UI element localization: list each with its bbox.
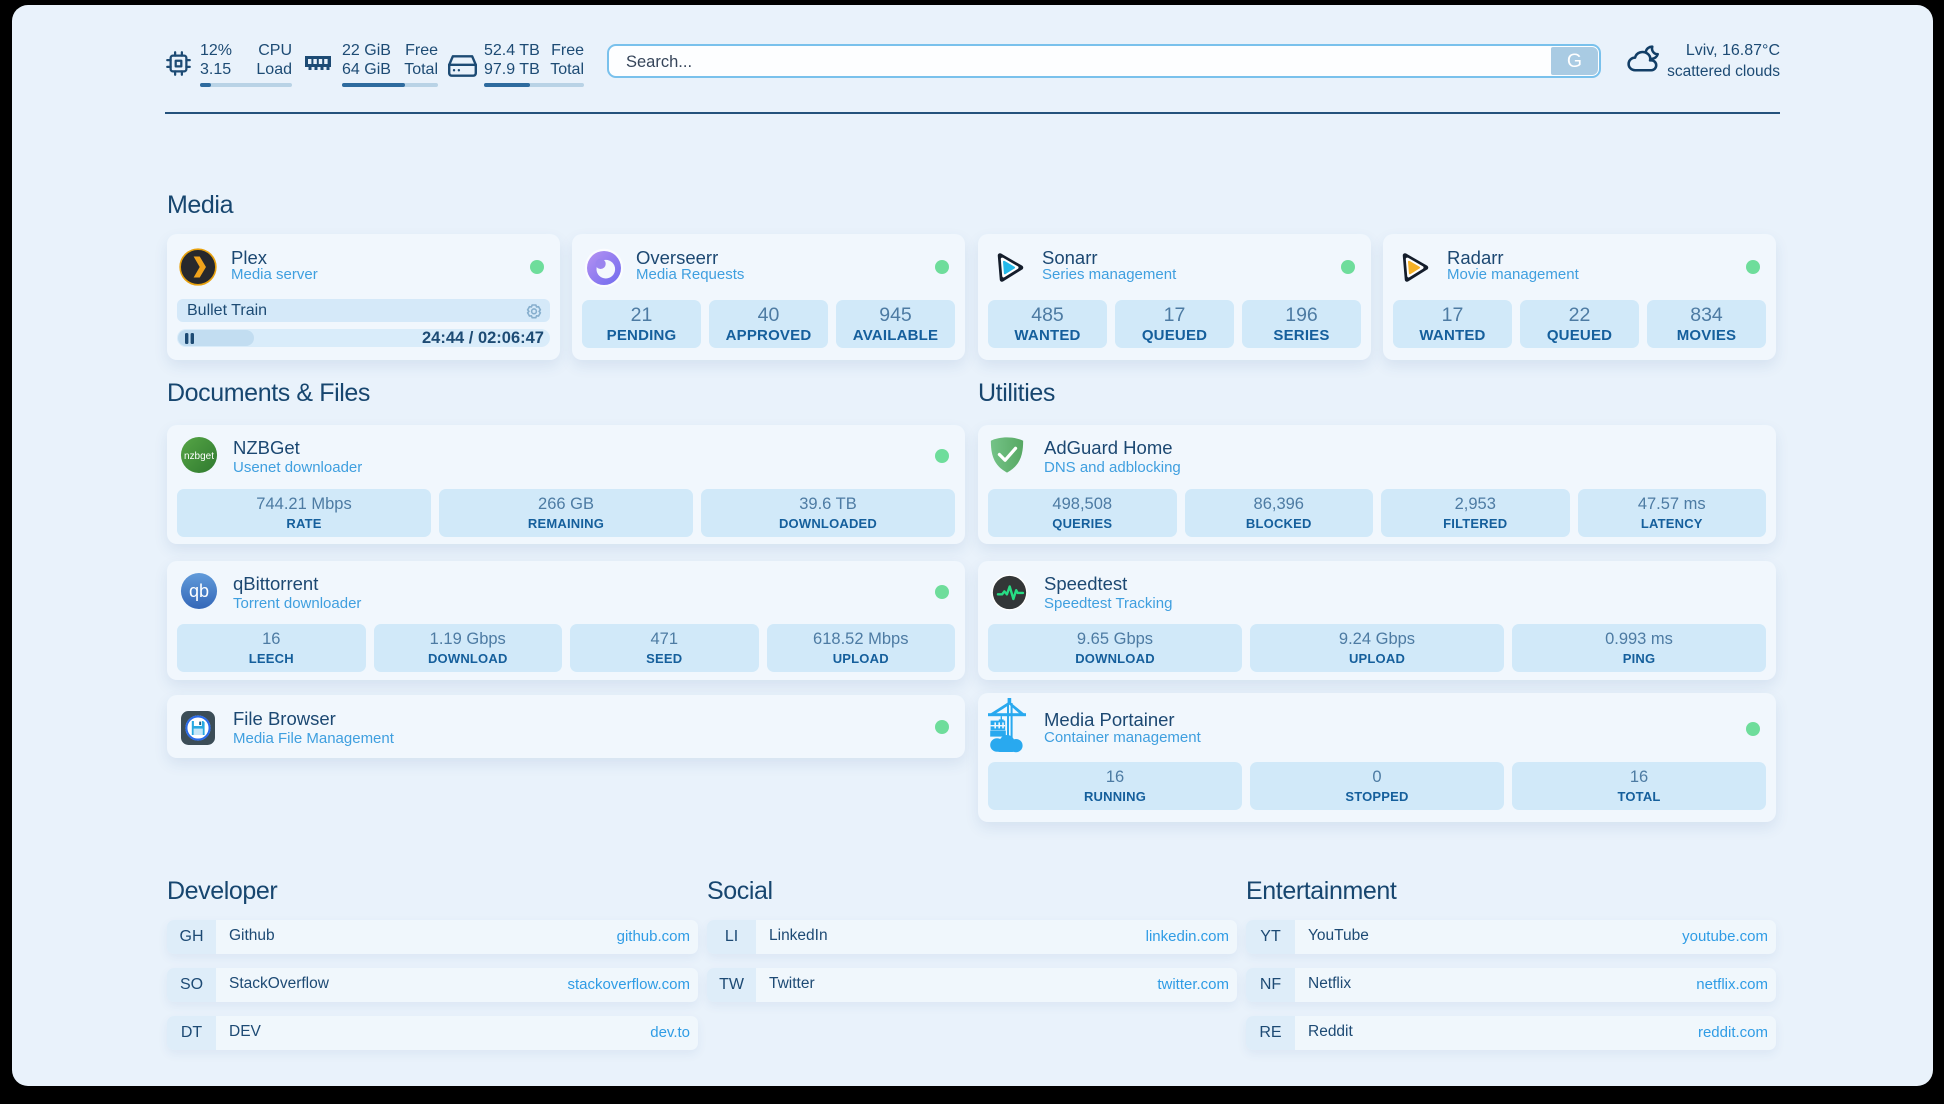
svg-text:nzbget: nzbget xyxy=(184,451,214,462)
svg-text:qb: qb xyxy=(189,581,209,601)
